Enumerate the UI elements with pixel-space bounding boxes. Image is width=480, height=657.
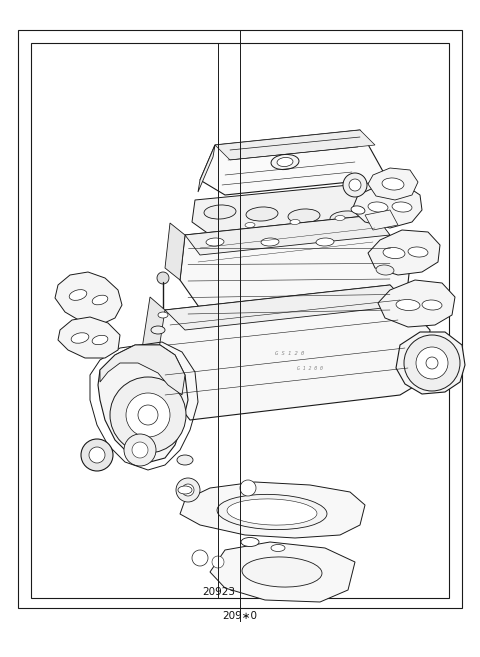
Polygon shape [365, 210, 398, 230]
Text: 209∗0: 209∗0 [223, 611, 257, 621]
Polygon shape [180, 482, 365, 538]
Circle shape [81, 439, 113, 471]
Circle shape [89, 447, 105, 463]
Polygon shape [185, 215, 390, 255]
Ellipse shape [206, 238, 224, 246]
Ellipse shape [245, 223, 255, 227]
Circle shape [182, 484, 194, 496]
Ellipse shape [227, 499, 317, 525]
Circle shape [110, 377, 186, 453]
Ellipse shape [261, 238, 279, 246]
Text: 20923: 20923 [202, 587, 235, 597]
Polygon shape [180, 215, 410, 330]
Polygon shape [378, 280, 455, 327]
Ellipse shape [204, 205, 236, 219]
Circle shape [176, 478, 200, 502]
Ellipse shape [271, 545, 285, 551]
Ellipse shape [217, 495, 327, 530]
Polygon shape [155, 285, 430, 420]
Circle shape [240, 480, 256, 496]
Ellipse shape [242, 557, 322, 587]
Circle shape [126, 393, 170, 437]
Ellipse shape [335, 215, 345, 221]
Polygon shape [165, 285, 410, 330]
Polygon shape [200, 130, 385, 195]
Circle shape [212, 556, 224, 568]
Circle shape [138, 405, 158, 425]
Text: G S 1 2 0: G S 1 2 0 [276, 351, 305, 356]
Ellipse shape [246, 207, 278, 221]
Circle shape [132, 442, 148, 458]
Polygon shape [140, 297, 165, 375]
Circle shape [192, 550, 208, 566]
Circle shape [343, 173, 367, 197]
Polygon shape [352, 185, 422, 228]
Ellipse shape [376, 265, 394, 275]
Polygon shape [396, 332, 465, 394]
Circle shape [416, 347, 448, 379]
Polygon shape [215, 130, 375, 160]
Ellipse shape [316, 238, 334, 246]
Polygon shape [210, 542, 355, 602]
Text: G 1 2 0 0: G 1 2 0 0 [297, 366, 323, 371]
Ellipse shape [158, 312, 168, 318]
Ellipse shape [351, 206, 365, 214]
Ellipse shape [71, 332, 89, 343]
Ellipse shape [368, 202, 388, 212]
Ellipse shape [92, 295, 108, 305]
Circle shape [426, 357, 438, 369]
Ellipse shape [277, 158, 293, 166]
Ellipse shape [383, 248, 405, 259]
Polygon shape [165, 223, 185, 280]
Ellipse shape [271, 154, 299, 170]
Ellipse shape [151, 326, 165, 334]
Polygon shape [368, 168, 418, 200]
Ellipse shape [396, 300, 420, 311]
Ellipse shape [330, 211, 362, 225]
Ellipse shape [408, 247, 428, 257]
Ellipse shape [422, 300, 442, 310]
Ellipse shape [288, 209, 320, 223]
Polygon shape [98, 345, 188, 462]
Ellipse shape [382, 178, 404, 190]
Ellipse shape [290, 219, 300, 225]
Ellipse shape [392, 202, 412, 212]
Circle shape [404, 335, 460, 391]
Circle shape [349, 179, 361, 191]
Circle shape [124, 434, 156, 466]
Ellipse shape [92, 335, 108, 345]
Polygon shape [58, 317, 120, 358]
Ellipse shape [69, 290, 87, 300]
Ellipse shape [241, 537, 259, 547]
Polygon shape [368, 230, 440, 275]
Polygon shape [198, 145, 215, 192]
Polygon shape [100, 345, 185, 395]
Polygon shape [192, 183, 395, 242]
Ellipse shape [177, 455, 193, 465]
Polygon shape [55, 272, 122, 325]
Ellipse shape [178, 486, 192, 494]
Circle shape [157, 272, 169, 284]
